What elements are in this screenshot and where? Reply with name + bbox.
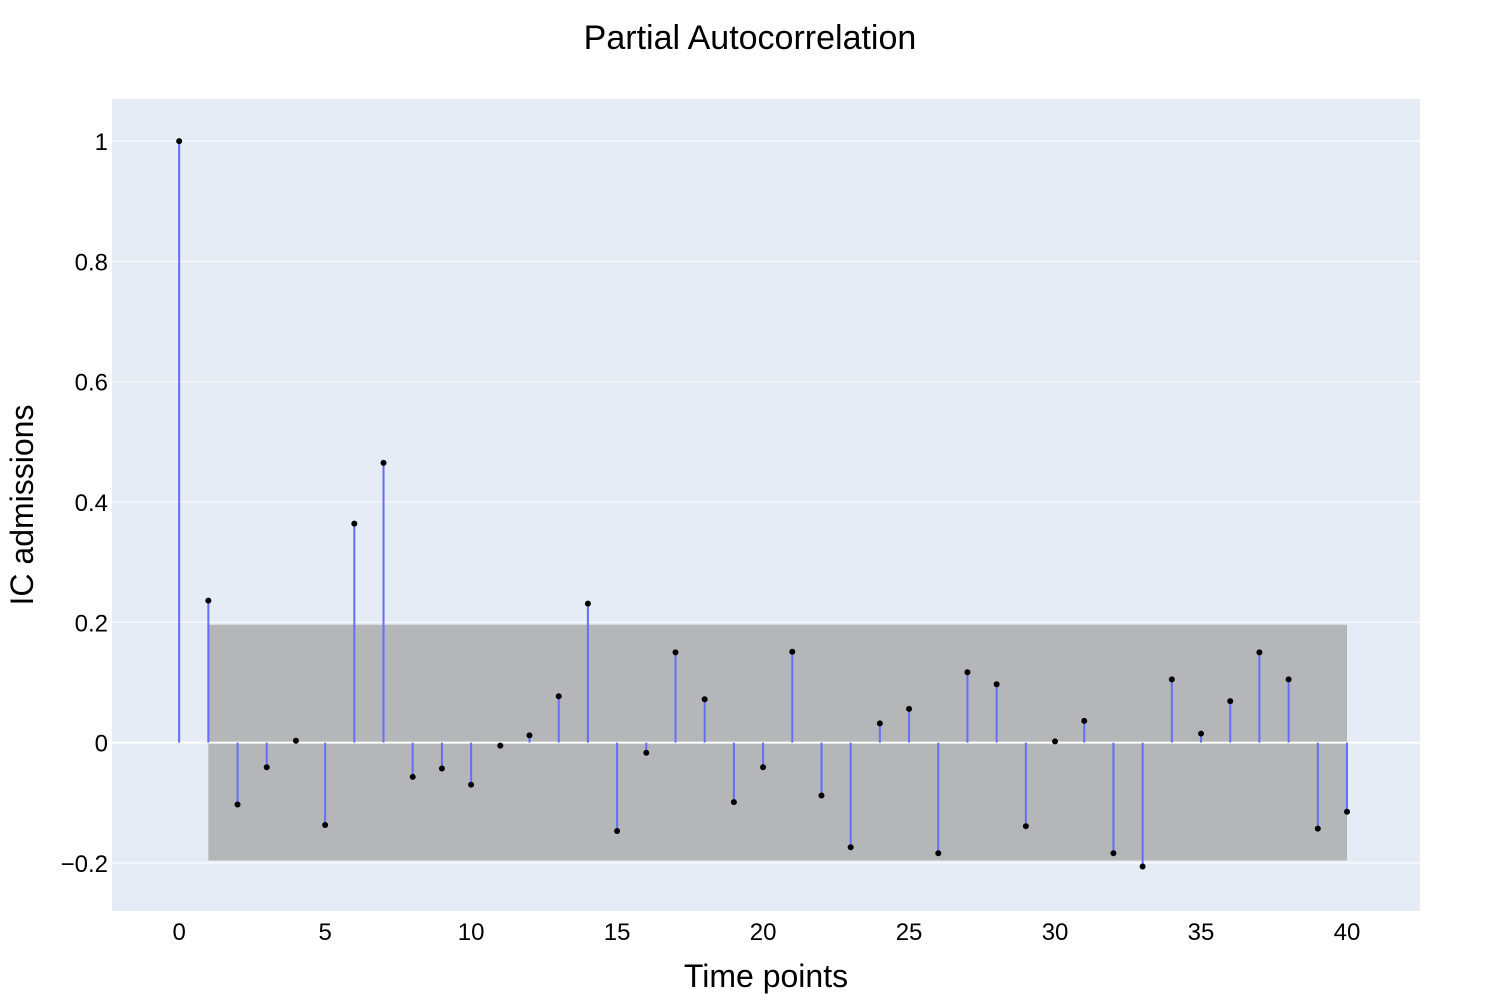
x-tick-label: 15 (604, 919, 631, 946)
pacf-point (1081, 717, 1088, 724)
y-tick-label: 0.6 (75, 370, 108, 397)
pacf-point (1256, 649, 1263, 656)
y-axis-ticks: −0.2 0 0.2 0.4 0.6 0.8 1 (61, 129, 108, 878)
pacf-point (964, 669, 971, 676)
y-tick-label: −0.2 (61, 851, 108, 878)
pacf-point (1285, 676, 1292, 683)
pacf-point (906, 705, 913, 712)
pacf-point (205, 597, 212, 604)
pacf-point (1022, 823, 1029, 830)
x-tick-label: 5 (318, 919, 331, 946)
pacf-point (1139, 863, 1146, 870)
x-tick-label: 40 (1334, 919, 1361, 946)
chart-title: Partial Autocorrelation (584, 19, 917, 57)
x-tick-label: 20 (750, 919, 777, 946)
pacf-point (614, 828, 621, 835)
stems (178, 141, 1349, 867)
pacf-point (876, 720, 883, 727)
pacf-point (176, 138, 183, 145)
x-tick-label: 0 (172, 919, 185, 946)
x-tick-label: 35 (1188, 919, 1215, 946)
pacf-point (1344, 808, 1351, 815)
pacf-point (555, 693, 562, 700)
y-tick-label: 0.2 (75, 610, 108, 637)
pacf-point (935, 850, 942, 857)
pacf-point (234, 801, 241, 808)
pacf-point (847, 844, 854, 851)
x-axis-title: Time points (684, 958, 848, 994)
pacf-point (818, 792, 825, 799)
pacf-point (1314, 825, 1321, 832)
pacf-point (643, 749, 650, 756)
x-tick-label: 25 (896, 919, 923, 946)
pacf-point (409, 773, 416, 780)
grid-lines (112, 140, 1420, 864)
y-tick-label: 0 (95, 731, 108, 758)
pacf-point (993, 681, 1000, 688)
markers (176, 138, 1351, 870)
pacf-point (1227, 698, 1234, 705)
y-axis-title: IC admissions (4, 405, 40, 606)
pacf-point (1110, 850, 1117, 857)
y-tick-label: 0.8 (75, 249, 108, 276)
pacf-point (351, 520, 358, 527)
pacf-point (526, 732, 533, 739)
pacf-point (1168, 676, 1175, 683)
pacf-point (760, 764, 767, 771)
pacf-point (672, 649, 679, 656)
pacf-point (1198, 730, 1205, 737)
y-tick-label: 1 (95, 129, 108, 156)
pacf-point (730, 799, 737, 806)
pacf-point (584, 600, 591, 607)
pacf-point (468, 781, 475, 788)
pacf-point (380, 459, 387, 466)
x-tick-label: 30 (1042, 919, 1069, 946)
pacf-point (789, 648, 796, 655)
pacf-point (1052, 738, 1059, 745)
pacf-point (701, 696, 708, 703)
pacf-point (322, 821, 329, 828)
y-tick-label: 0.4 (75, 490, 108, 517)
pacf-point (292, 737, 299, 744)
pacf-point (438, 765, 445, 772)
x-tick-label: 10 (458, 919, 485, 946)
pacf-point (263, 764, 270, 771)
x-axis-ticks: 0 5 10 15 20 25 30 35 40 (172, 919, 1360, 946)
pacf-point (497, 742, 504, 749)
